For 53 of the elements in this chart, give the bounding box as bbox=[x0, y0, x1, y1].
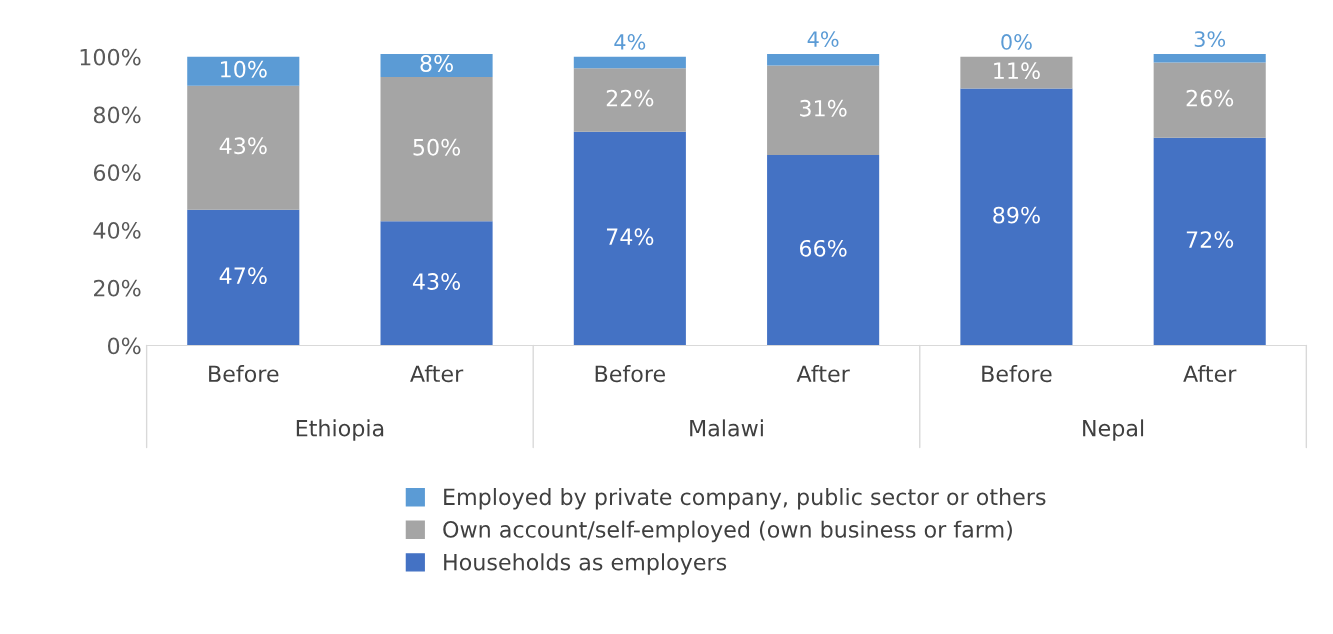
data-label: 4% bbox=[807, 31, 839, 47]
bar bbox=[187, 209, 300, 346]
data-label: 47% bbox=[219, 267, 267, 285]
data-label: 89% bbox=[993, 206, 1040, 224]
bar bbox=[1153, 137, 1266, 346]
text: Malawi bbox=[690, 419, 763, 437]
bar bbox=[767, 53, 880, 66]
data-label: 10% bbox=[221, 60, 267, 78]
bar bbox=[380, 53, 493, 77]
bar bbox=[767, 65, 880, 155]
bar bbox=[960, 56, 1073, 89]
y-tick-label: 0% bbox=[107, 337, 141, 355]
bar bbox=[573, 56, 686, 69]
x-tick-label: Before bbox=[209, 364, 279, 383]
x-tick-label: After bbox=[410, 364, 464, 383]
x-tick-label: Before bbox=[982, 364, 1052, 383]
bar bbox=[960, 88, 1073, 346]
bar bbox=[573, 131, 686, 346]
bar bbox=[573, 68, 686, 132]
y-tick-label: 80% bbox=[93, 106, 141, 124]
legend-label: Own account/self-employed (own business or farm) bbox=[443, 520, 1012, 543]
data-label: 0% bbox=[1001, 34, 1032, 50]
y-tick-label: 60% bbox=[93, 164, 141, 182]
data-label: 50% bbox=[413, 138, 461, 156]
bar bbox=[1153, 62, 1266, 138]
data-label: 3% bbox=[1194, 31, 1226, 47]
legend-label: Households as employers bbox=[444, 553, 727, 575]
data-label: 66% bbox=[799, 239, 847, 257]
data-label: 74% bbox=[606, 228, 654, 246]
data-label: 22% bbox=[606, 89, 654, 107]
bar bbox=[767, 154, 880, 346]
legend-label: Employed by private company, public sector or others bbox=[444, 488, 1046, 510]
data-label: 72% bbox=[1186, 231, 1234, 249]
data-label: 8% bbox=[420, 55, 453, 72]
data-label: 43% bbox=[412, 273, 461, 290]
bar bbox=[1153, 53, 1266, 63]
x-tick-label: Before bbox=[595, 364, 665, 383]
bar bbox=[380, 76, 493, 222]
text: Nepal bbox=[1083, 419, 1144, 441]
y-tick-label: 100% bbox=[80, 48, 141, 66]
data-label: 11% bbox=[994, 62, 1040, 80]
y-tick-label: 40% bbox=[93, 221, 141, 239]
bar bbox=[187, 56, 300, 86]
x-tick-label: After bbox=[1183, 364, 1237, 383]
data-label: 43% bbox=[219, 137, 267, 155]
text: Ethiopia bbox=[296, 419, 384, 441]
bar bbox=[187, 85, 300, 210]
y-tick-label: 20% bbox=[94, 279, 141, 297]
data-label: 4% bbox=[614, 34, 646, 50]
data-label: 31% bbox=[800, 99, 847, 117]
bar bbox=[380, 221, 493, 346]
data-label: 26% bbox=[1186, 89, 1234, 107]
x-tick-label: After bbox=[796, 364, 850, 383]
